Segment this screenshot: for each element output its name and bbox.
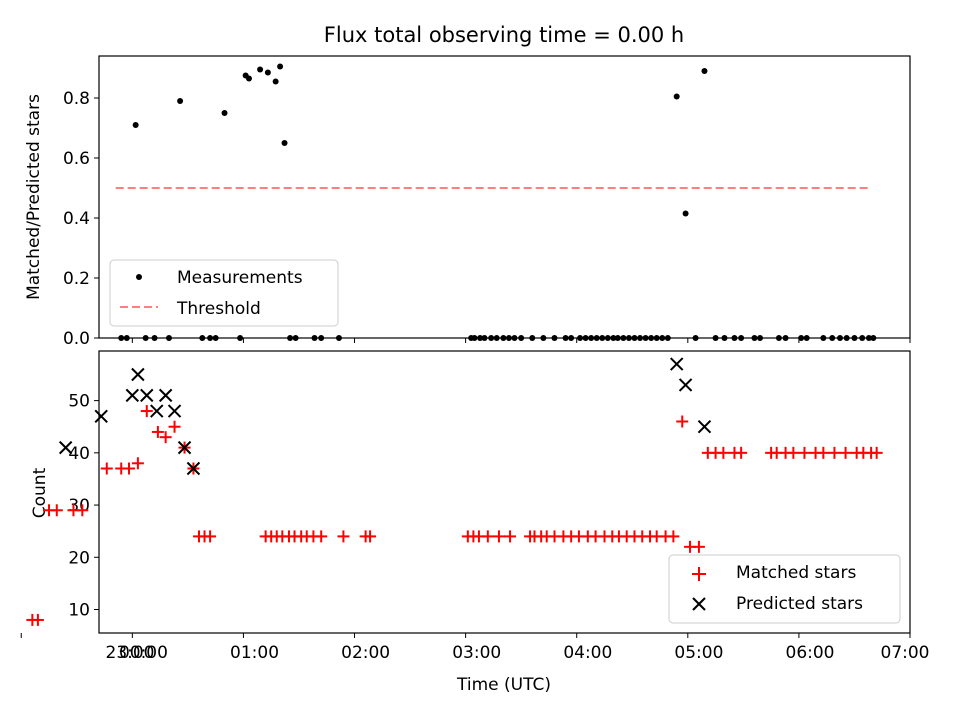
matched-star-point (735, 446, 748, 459)
bottom-legend-box (668, 554, 901, 624)
measurement-point (257, 66, 264, 73)
matched-star-point (717, 446, 730, 459)
bottom-xtick-label: 04:00 (563, 643, 612, 663)
top-ytick-label: 0.0 (63, 329, 90, 349)
predicted-star-point (58, 440, 73, 455)
bottom-ytick-label: 50 (68, 392, 90, 412)
bottom-ytick-label: 40 (68, 444, 90, 464)
matched-star-point (787, 446, 800, 459)
matched-star-point (839, 446, 852, 459)
matched-star-point (315, 530, 328, 543)
measurement-point (245, 75, 252, 82)
top-legend-box (109, 259, 339, 327)
bottom-xtick-label: 00:00 (119, 643, 168, 663)
matched-star-point (151, 425, 164, 438)
matched-star-point (870, 446, 883, 459)
measurement-point (264, 69, 271, 76)
matched-star-point (204, 530, 217, 543)
predicted-star-point (186, 461, 201, 476)
matched-star-point (159, 431, 172, 444)
predicted-star-point (177, 440, 192, 455)
measurement-point (272, 78, 279, 85)
bottom-xtick-label: 01:00 (230, 643, 279, 663)
matched-star-point (481, 530, 494, 543)
matched-star-point (676, 415, 689, 428)
bottom-axes-frame (98, 350, 911, 634)
matched-star-point (828, 446, 841, 459)
top-axes-frame (98, 55, 911, 339)
measurement-point (221, 110, 228, 116)
predicted-star-point (131, 367, 145, 382)
legend-measurements-label: Measurements (177, 268, 303, 288)
predicted-star-point (125, 388, 140, 403)
bottom-ylabel: Count (30, 467, 50, 518)
legend-measurements-marker (136, 274, 142, 280)
top-panel: Flux total observing time = 0.00 h Match… (24, 23, 911, 349)
matched-star-point (364, 530, 377, 543)
top-ytick-label: 0.8 (63, 89, 90, 109)
legend-predicted-label: Predicted stars (736, 594, 863, 614)
measurement-point (281, 140, 288, 146)
top-ytick-label: 0.6 (63, 149, 90, 169)
matched-star-point (492, 530, 505, 543)
bottom-xtick-label: 02:00 (341, 643, 390, 663)
bottom-ytick-label: 30 (68, 496, 90, 516)
predicted-star-point (167, 404, 182, 418)
legend-matched-marker (692, 567, 706, 581)
predicted-star-point (140, 388, 154, 403)
bottom-ytick-label: 20 (68, 548, 90, 568)
legend-threshold-label: Threshold (176, 299, 261, 319)
matched-star-point (667, 530, 680, 543)
predicted-star-point (158, 388, 173, 403)
matched-star-point (31, 613, 44, 626)
predicted-star-point (697, 420, 712, 434)
bottom-xtick-label: 05:00 (674, 643, 723, 663)
predicted-star-point (94, 409, 108, 423)
predicted-star-point (150, 404, 164, 418)
legend-predicted-marker (692, 597, 706, 611)
top-ytick-label: 0.4 (63, 209, 90, 229)
predicted-star-point (678, 378, 693, 392)
measurement-point (132, 122, 139, 128)
matched-star-point (168, 420, 181, 433)
bottom-xtick-label: 07:00 (881, 643, 930, 663)
bottom-xlabel: Time (UTC) (456, 675, 551, 695)
matched-star-point (504, 530, 517, 543)
matched-star-point (131, 457, 144, 470)
bottom-ytick-label: 10 (68, 601, 90, 621)
top-ytick-label: 0.2 (63, 269, 90, 289)
matched-star-point (798, 446, 811, 459)
matched-star-point (50, 504, 63, 517)
bottom-xtick-label: 06:00 (786, 643, 835, 663)
matched-star-point (100, 462, 113, 475)
matched-star-point (140, 405, 153, 418)
matched-star-point (337, 530, 350, 543)
matched-star-point (122, 462, 135, 475)
matched-star-point (76, 504, 89, 517)
legend-matched-label: Matched stars (736, 563, 856, 583)
bottom-legend: Matched stars Predicted stars (668, 554, 901, 624)
bottom-xtick-label: 23:00 (106, 643, 155, 663)
measurement-point (701, 68, 708, 74)
top-legend: Measurements Threshold (109, 259, 339, 327)
matched-star-point (817, 446, 830, 459)
matched-star-point (692, 540, 705, 553)
predicted-star-point (669, 357, 684, 371)
bottom-xtick-label: 03:00 (452, 643, 501, 663)
top-ylabel: Matched/Predicted stars (24, 94, 44, 300)
measurement-point (277, 63, 284, 70)
measurement-point (682, 210, 689, 217)
measurement-point (673, 93, 680, 100)
measurement-point (177, 98, 184, 104)
top-title: Flux total observing time = 0.00 h (324, 23, 684, 47)
